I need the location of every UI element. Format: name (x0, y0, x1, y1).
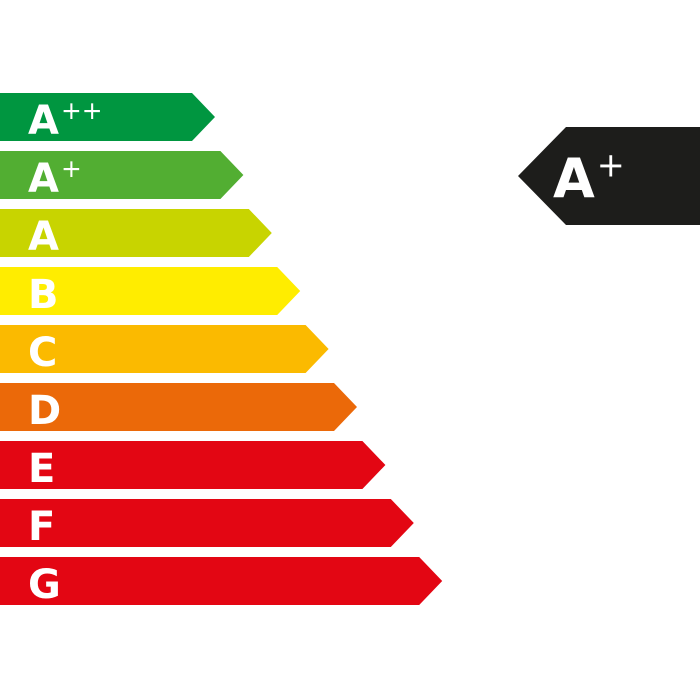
rating-indicator: A+ (518, 127, 700, 225)
class-letter: A (28, 156, 59, 202)
energy-class-bar: F (0, 499, 414, 550)
class-superscript: ++ (61, 96, 103, 125)
class-arrow-shape (0, 93, 215, 141)
class-label: B (28, 272, 59, 318)
class-arrow-shape (0, 325, 329, 373)
class-letter: D (28, 388, 61, 434)
class-arrow-shape (0, 557, 443, 605)
class-letter: A (28, 214, 59, 260)
rating-arrow-shape (518, 127, 700, 225)
class-label: A++ (28, 96, 103, 144)
class-letter: A (28, 98, 59, 144)
class-arrow-shape (0, 441, 386, 489)
class-label: C (28, 330, 57, 376)
class-label: G (28, 562, 61, 608)
class-letter: C (28, 330, 57, 376)
energy-class-bar: C (0, 325, 329, 376)
class-arrow-shape (0, 151, 244, 199)
class-arrow-shape (0, 499, 414, 547)
class-label: A+ (28, 154, 82, 202)
energy-class-bar: D (0, 383, 357, 434)
class-label: D (28, 388, 61, 434)
class-arrow-shape (0, 209, 272, 257)
class-letter: E (28, 446, 55, 492)
class-letter: A (553, 147, 595, 210)
class-label: A+ (553, 145, 625, 210)
energy-class-bar: B (0, 267, 301, 318)
class-label: A (28, 214, 59, 260)
class-label: F (28, 504, 55, 550)
class-arrow-shape (0, 383, 357, 431)
class-superscript: + (61, 154, 82, 183)
energy-class-bar: A+ (0, 151, 244, 202)
class-letter: F (28, 504, 55, 550)
energy-class-bar: A (0, 209, 272, 260)
class-arrow-shape (0, 267, 301, 315)
energy-class-bar: A++ (0, 93, 215, 144)
class-label: E (28, 446, 55, 492)
class-letter: B (28, 272, 59, 318)
class-letter: G (28, 562, 61, 608)
energy-class-bar: E (0, 441, 386, 492)
energy-class-bar: G (0, 557, 443, 608)
class-superscript: + (597, 145, 625, 184)
